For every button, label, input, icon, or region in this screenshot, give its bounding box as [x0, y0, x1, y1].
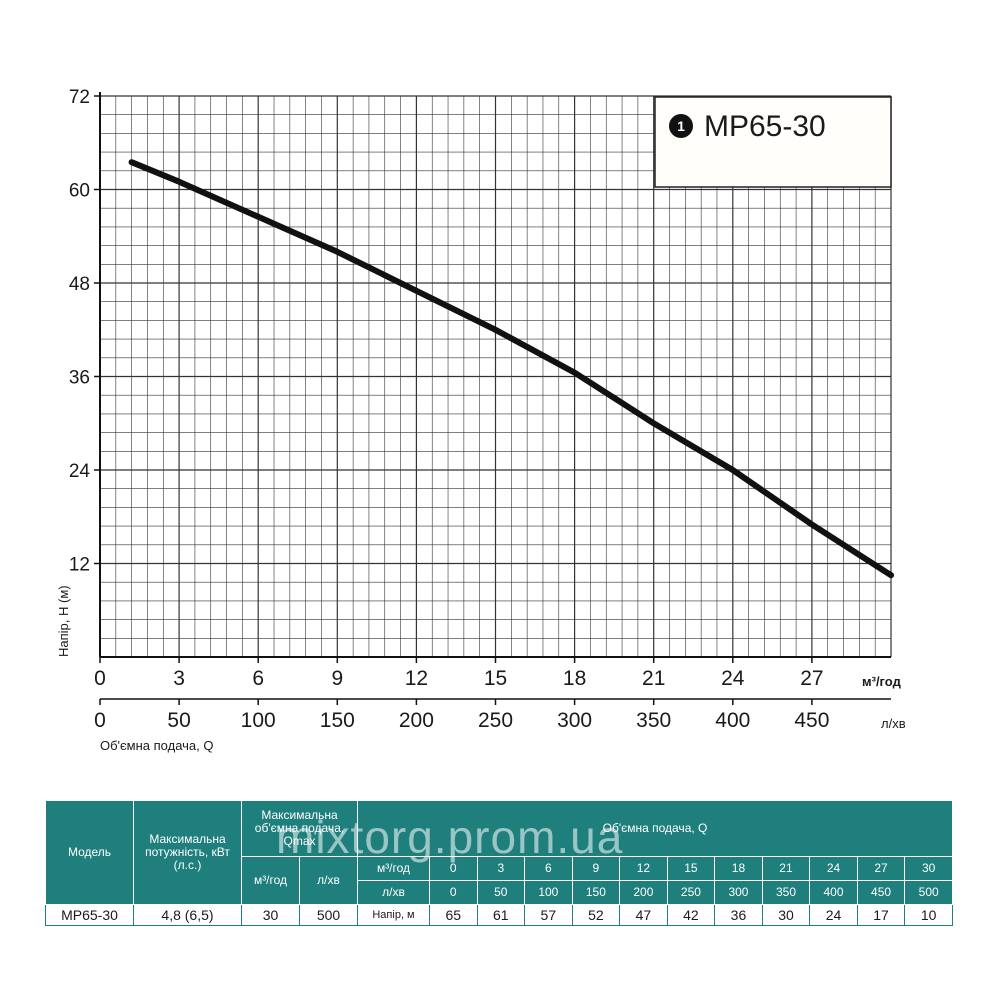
th-flow-m3h-value: 21	[761, 856, 811, 881]
th-flow-lmin-value: 150	[571, 880, 621, 905]
th-flow-lmin-value: 0	[429, 880, 478, 905]
x-tick-label-lmin: 300	[557, 709, 592, 732]
th-flow-lmin-value: 250	[666, 880, 716, 905]
y-tick-label: 12	[69, 555, 90, 576]
th-flow-lmin-value: 200	[619, 880, 668, 905]
x-tick-label-lmin: 400	[715, 709, 750, 732]
x-tick-labels-m3h: 0 3 6 9 12 15 18 21 24 27	[94, 657, 824, 690]
spec-table: Модель Максимальна потужність, кВт (л.с.…	[45, 800, 953, 926]
cell-head-value: 57	[524, 904, 573, 926]
th-flow-m3h-value: 6	[524, 856, 573, 881]
x-tick-label-lmin: 450	[794, 709, 829, 732]
th-flow-m3h-value: 30	[904, 856, 953, 881]
th-qmax-lmin: л/хв	[299, 856, 358, 905]
th-flow-lmin-value: 100	[524, 880, 573, 905]
cell-head-value: 47	[619, 904, 668, 926]
x-tick-label-lmin: 0	[94, 709, 106, 732]
y-tick-label: 60	[69, 181, 90, 202]
th-flow-lmin-value: 50	[476, 880, 526, 905]
th-flow-m3h-value: 18	[714, 856, 763, 881]
cell-head-value: 36	[714, 904, 763, 926]
y-tick-label: 36	[69, 368, 90, 389]
y-axis-title: Напір, Н (м)	[56, 585, 71, 657]
cell-qmax-m3h: 30	[241, 904, 300, 926]
x-tick-label-lmin: 150	[320, 709, 355, 732]
y-tick-label: 48	[69, 274, 90, 295]
th-flow-lmin-value: 400	[809, 880, 858, 905]
th-flow-lmin-value: 450	[856, 880, 906, 905]
legend-frame	[654, 96, 892, 188]
legend-label: MP65-30	[704, 110, 826, 143]
x-tick-label-m3h: 18	[563, 667, 586, 690]
cell-qmax-lmin: 500	[299, 904, 358, 926]
cell-head-value: 30	[761, 904, 811, 926]
th-flow-lmin-value: 500	[904, 880, 953, 905]
cell-head-value: 24	[809, 904, 858, 926]
cell-head-value: 17	[856, 904, 906, 926]
th-flow: Об'ємна подача, Q	[357, 800, 953, 857]
x-tick-label-m3h: 9	[331, 667, 343, 690]
cell-head-label: Напір, м	[357, 904, 430, 926]
x-unit-lmin: л/хв	[881, 716, 906, 731]
chart-grid	[99, 95, 892, 658]
x-tick-label-m3h: 0	[94, 667, 106, 690]
th-flow-lmin-value: 300	[714, 880, 763, 905]
x-tick-label-lmin: 100	[241, 709, 276, 732]
cell-head-value: 52	[571, 904, 621, 926]
th-flow-m3h-value: 9	[571, 856, 621, 881]
x-tick-label-lmin: 250	[478, 709, 513, 732]
x-tick-label-m3h: 21	[642, 667, 665, 690]
th-flow-m3h-value: 3	[476, 856, 526, 881]
cell-head-value: 10	[904, 904, 953, 926]
th-flow-m3h-value: 15	[666, 856, 716, 881]
x-tick-label-m3h: 6	[252, 667, 264, 690]
x-tick-label-lmin: 200	[399, 709, 434, 732]
cell-power: 4,8 (6,5)	[133, 904, 242, 926]
th-model: Модель	[45, 800, 134, 905]
x-tick-label-m3h: 12	[405, 667, 428, 690]
x-axis-title: Об'ємна подача, Q	[100, 738, 213, 753]
y-tick-labels: 12 24 36 48 60 72	[69, 87, 100, 576]
th-qmax: Максимальна об'ємна подача, Qmax	[241, 800, 358, 857]
cell-head-value: 65	[429, 904, 478, 926]
y-tick-label: 72	[69, 87, 90, 108]
x-tick-label-lmin: 350	[636, 709, 671, 732]
x-tick-label-m3h: 27	[800, 667, 823, 690]
th-flow-m3h-value: 12	[619, 856, 668, 881]
x-tick-labels-lmin: 0 50 100 150 200 250 300 350 400 450	[94, 699, 829, 732]
th-flow-m3h-value: 24	[809, 856, 858, 881]
legend-marker-number: 1	[677, 118, 685, 134]
legend-marker-circle	[669, 114, 693, 138]
x-tick-label-m3h: 24	[721, 667, 745, 690]
x-unit-m3h: м³/год	[862, 674, 902, 689]
x-tick-label-m3h: 15	[484, 667, 507, 690]
th-power: Максимальна потужність, кВт (л.с.)	[133, 800, 242, 905]
x-tick-label-lmin: 50	[167, 709, 190, 732]
th-row-m3h: м³/год	[357, 856, 430, 881]
th-flow-lmin-value: 350	[761, 880, 811, 905]
y-tick-label: 24	[69, 461, 91, 482]
pump-curve-line	[128, 159, 894, 579]
x-tick-label-m3h: 3	[173, 667, 185, 690]
table-row: MP65-30 4,8 (6,5) 30 500 Напір, м 65 61 57…	[45, 904, 953, 926]
legend-box: 1 MP65-30	[654, 96, 892, 188]
th-flow-m3h-value: 27	[856, 856, 906, 881]
cell-head-value: 61	[476, 904, 526, 926]
cell-model: MP65-30	[45, 904, 134, 926]
cell-head-value: 42	[666, 904, 716, 926]
th-qmax-m3h: м³/год	[241, 856, 300, 905]
th-flow-m3h-value: 0	[429, 856, 478, 881]
th-row-lmin: л/хв	[357, 880, 430, 905]
